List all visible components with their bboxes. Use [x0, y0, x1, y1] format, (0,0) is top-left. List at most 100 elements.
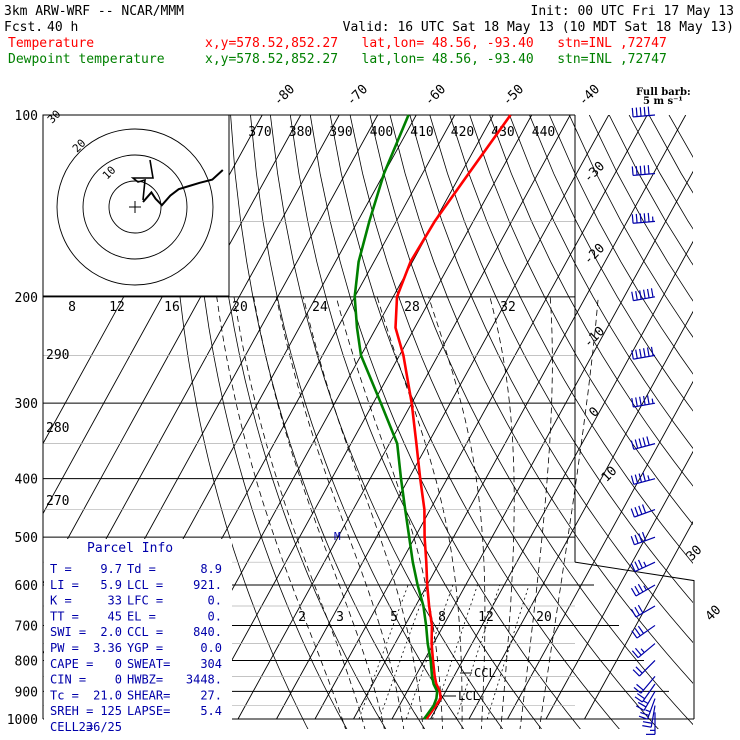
wind-barb-flag: [630, 440, 635, 450]
parcel-info-cell: 33: [108, 594, 122, 608]
inset-scale-tick-label: 28: [404, 300, 420, 315]
init-time: Init: 00 UTC Fri 17 May 13: [531, 4, 735, 19]
wind-barb-flag: [635, 213, 638, 223]
mixing-ratio-tick-label: 8: [438, 610, 446, 625]
wind-barb: [631, 288, 656, 302]
pressure-tick-label: 900: [15, 685, 38, 700]
wind-barb-half-flag: [640, 648, 645, 653]
wind-barb-flag: [643, 106, 646, 116]
wind-barb-flag: [639, 165, 642, 175]
parcel-info-cell: LFC =: [127, 594, 163, 608]
wind-barb-flag: [631, 166, 634, 176]
wind-barb: [638, 698, 656, 720]
forecast-hour: 40 h: [47, 20, 78, 35]
wind-barb-flag: [638, 533, 643, 543]
grid-lines: [43, 115, 693, 729]
pressure-tick-label: 700: [15, 619, 38, 634]
wind-barb-staff: [633, 114, 656, 118]
isotherm-line: [43, 115, 302, 585]
wind-barb-staff: [646, 698, 656, 720]
wind-barb-flag: [630, 475, 635, 485]
mixing-ratio-tick-label: 2: [298, 610, 306, 625]
theta-e-tick-label: 420: [451, 125, 474, 140]
wind-barb-flag: [632, 669, 640, 677]
wind-barb-flag: [642, 721, 652, 724]
wind-barb-flag: [635, 397, 638, 407]
wind-barb-flag: [635, 166, 638, 176]
dry-adiabat-line: [429, 115, 693, 604]
wind-barb: [631, 643, 656, 659]
temperature-tick-label: -60: [422, 82, 449, 109]
wind-barb-half-flag: [647, 475, 650, 481]
wind-barb-staff: [635, 584, 656, 597]
pressure-tick-label: 800: [15, 654, 38, 669]
theta-e-tick-label: 380: [289, 125, 312, 140]
inset-scale-tick-label: 24: [312, 300, 328, 315]
wind-barb-staff: [650, 705, 656, 728]
wind-barb-flag: [642, 289, 646, 299]
temperature-tick-label: 0: [586, 404, 602, 420]
parcel-info-cell: 3.36: [93, 641, 122, 655]
parcel-info-cell: CIN =: [50, 673, 86, 687]
wind-barb-flag: [647, 106, 650, 116]
m-marker: M: [334, 530, 341, 543]
theta-e-tick-label: 410: [410, 125, 433, 140]
inset-scale-tick-label: 8: [68, 300, 76, 315]
wind-barb-flag: [643, 165, 646, 175]
parcel-info-cell: TT =: [50, 609, 79, 623]
dry-adiabat-line: [628, 115, 693, 230]
mixing-ratio-tick-label: 12: [478, 610, 494, 625]
temperature-tick-label: 10: [599, 464, 621, 486]
parcel-info-cell: 840.: [193, 625, 222, 639]
parcel-info-cell: SHEAR=: [127, 688, 170, 702]
theta-e-tick-label: 400: [370, 125, 393, 140]
wind-barb-flag: [642, 348, 646, 358]
dry-adiabat-line: [449, 115, 693, 564]
wind-barb: [631, 165, 656, 177]
wind-barb: [630, 504, 656, 518]
inset-scale-tick-label: 32: [500, 300, 516, 315]
wind-barb-flag: [638, 505, 643, 515]
dry-adiabat-line: [190, 115, 348, 729]
parcel-info-title: Parcel Info: [87, 541, 173, 556]
parcel-info-panel: Parcel Info T = 9.7 Td = 8.9 LI = 5.9 LCL = 921…: [44, 539, 232, 734]
wind-barb-staff: [635, 605, 656, 618]
parcel-info-cell: Tc =: [50, 688, 79, 702]
wind-barb-flag: [639, 290, 642, 300]
lcl-label: LCL: [458, 689, 480, 703]
mixing-ratio-line: [358, 584, 409, 720]
temperature-tick-label: -50: [500, 82, 527, 109]
wind-barb-half-flag: [643, 585, 647, 591]
parcel-info-cell: SREH =: [50, 704, 93, 718]
isotherm-line: [314, 115, 648, 720]
wind-barb-flag: [638, 473, 643, 483]
isotherm-line: [545, 450, 693, 720]
wind-barb-flag: [639, 213, 642, 223]
isotherm-line: [199, 115, 533, 720]
isotherm-line: [468, 310, 693, 720]
legend-dewpoint-info: x,y=578.52,852.27 lat,lon= 48.56, -93.40…: [205, 52, 667, 67]
wind-barb-staff: [636, 624, 656, 639]
sounding-traces: [353, 114, 512, 720]
wind-barb-staff: [633, 172, 656, 177]
moist-adiabat-line: [275, 296, 405, 729]
dry-adiabat-line: [329, 115, 620, 729]
parcel-info-cell: 304: [200, 657, 222, 671]
valid-time: Valid: 16 UTC Sat 18 May 13 (10 MDT Sat …: [343, 20, 734, 35]
wind-barb: [642, 705, 656, 728]
parcel-info-cell: LAPSE=: [127, 704, 170, 718]
wind-barb-flag: [631, 650, 639, 659]
wind-barb: [631, 212, 656, 224]
isotherm-line: [584, 520, 693, 720]
pressure-tick-label: 400: [15, 473, 38, 488]
parcel-info-cell: 236/25: [79, 720, 122, 734]
wind-barb-flag: [634, 474, 639, 484]
wind-barb-half-flag: [643, 561, 647, 567]
hodograph-ring: [82, 154, 188, 260]
parcel-info-cell: 921.: [193, 578, 222, 592]
hodograph-frame: [42, 114, 230, 297]
wind-barb-flag: [636, 693, 646, 700]
wind-barb-flag: [638, 438, 643, 448]
pressure-tick-label: 100: [15, 109, 38, 124]
dry-adiabat-line: [270, 115, 504, 729]
